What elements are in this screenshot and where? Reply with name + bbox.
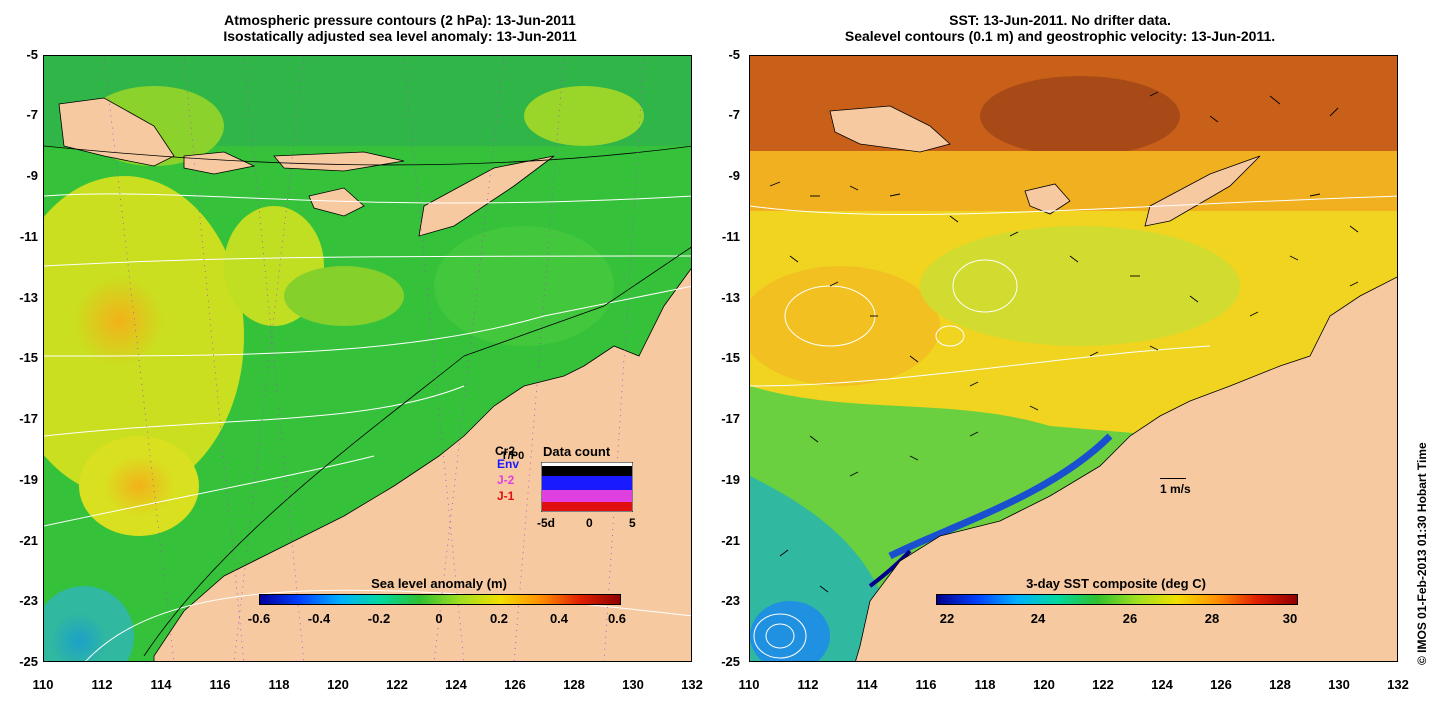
- right-xtick: 110: [738, 677, 760, 692]
- land-timor: [418, 155, 555, 237]
- left-ytick: -23: [19, 593, 38, 608]
- right-xtick: 124: [1151, 677, 1173, 692]
- left-xtick: 114: [150, 677, 172, 692]
- right-title-line1: SST: 13-Jun-2011. No drifter data.: [949, 12, 1171, 28]
- right-ytick: -21: [721, 533, 740, 548]
- right-xtick: 122: [1092, 677, 1114, 692]
- left-cbar-tick-3: 0: [435, 611, 443, 626]
- left-xtick: 130: [622, 677, 644, 692]
- left-cbar-tick-4: 0.2: [489, 611, 509, 626]
- right-ytick: -11: [721, 229, 740, 244]
- land-australia: [153, 268, 691, 661]
- left-title-line1: Atmospheric pressure contours (2 hPa): 1…: [224, 12, 576, 28]
- right-map-svg: [750, 56, 1397, 661]
- right-ytick: -15: [721, 350, 740, 365]
- left-xtick: 132: [681, 677, 703, 692]
- left-xtick: 124: [445, 677, 467, 692]
- right-ytick: -7: [728, 107, 740, 122]
- left-cbar-tick-0: -0.6: [247, 611, 271, 626]
- mission-label-j2: J-2: [497, 473, 515, 487]
- left-ytick: -9: [26, 168, 38, 183]
- right-colorbar-title: 3-day SST composite (deg C): [1026, 576, 1206, 591]
- left-cbar-tick-1: -0.4: [307, 611, 331, 626]
- left-xtick: 112: [91, 677, 113, 692]
- land-australia-right: [855, 276, 1397, 661]
- mission-label-cr2: Cr2: [495, 444, 516, 458]
- mission-label-j1: J-1: [497, 489, 515, 503]
- right-xtick: 116: [915, 677, 937, 692]
- right-ytick: -17: [721, 411, 740, 426]
- right-cbar-tick-2: 26: [1122, 611, 1138, 626]
- right-map[interactable]: [749, 55, 1398, 662]
- left-title: Atmospheric pressure contours (2 hPa): 1…: [110, 12, 690, 44]
- right-xtick: 114: [856, 677, 878, 692]
- left-colorbar-title: Sea level anomaly (m): [371, 576, 507, 591]
- right-ytick: -23: [721, 593, 740, 608]
- land-sumbawa: [183, 151, 256, 175]
- mission-label-tp0: T/P0: [501, 450, 525, 462]
- data-count-tick-1: 0: [586, 516, 593, 530]
- right-xtick: 128: [1269, 677, 1291, 692]
- data-count-title: Data count: [543, 444, 611, 459]
- right-xtick: 118: [974, 677, 996, 692]
- right-cbar-tick-1: 24: [1030, 611, 1046, 626]
- mission-label-env: Env: [497, 457, 520, 471]
- land-sumba-right: [1024, 183, 1071, 215]
- right-ytick: -13: [721, 290, 740, 305]
- left-ytick: -21: [19, 533, 38, 548]
- left-cbar-tick-2: -0.2: [367, 611, 391, 626]
- left-ytick: -19: [19, 472, 38, 487]
- land-sumba: [308, 187, 365, 217]
- left-ytick: -7: [26, 107, 38, 122]
- right-ytick: -25: [721, 654, 740, 669]
- left-map-svg: [44, 56, 691, 661]
- right-xtick: 120: [1033, 677, 1055, 692]
- left-xtick: 122: [386, 677, 408, 692]
- right-cbar-tick-0: 22: [939, 611, 955, 626]
- left-xtick: 118: [268, 677, 290, 692]
- land-flores: [273, 151, 405, 172]
- left-cbar-tick-5: 0.4: [549, 611, 569, 626]
- left-colorbar: [259, 594, 621, 605]
- data-count-tick-0: -5d: [537, 516, 555, 530]
- left-xtick: 126: [504, 677, 526, 692]
- right-xtick: 132: [1387, 677, 1409, 692]
- right-colorbar: [936, 594, 1298, 605]
- left-cbar-tick-6: 0.6: [607, 611, 627, 626]
- land-timor-right: [1144, 155, 1261, 227]
- right-xtick: 126: [1210, 677, 1232, 692]
- data-count-inset: Cr2 T/P0 Env J-2 J-1 Data count -5d 0 5: [495, 444, 645, 532]
- right-xtick: 130: [1328, 677, 1350, 692]
- left-ytick: -15: [19, 350, 38, 365]
- right-xtick: 112: [797, 677, 819, 692]
- credit-text: © IMOS 01-Feb-2013 01:30 Hobart Time: [1415, 442, 1429, 665]
- data-count-tick-2: 5: [629, 516, 636, 530]
- left-ytick: -13: [19, 290, 38, 305]
- land-java: [58, 97, 175, 167]
- velocity-scale-label: 1 m/s: [1160, 482, 1191, 496]
- right-title: SST: 13-Jun-2011. No drifter data. Seale…: [780, 12, 1340, 44]
- left-ytick: -25: [19, 654, 38, 669]
- left-xtick: 116: [209, 677, 231, 692]
- left-xtick: 128: [563, 677, 585, 692]
- left-ytick: -11: [19, 229, 38, 244]
- data-count-bars: [541, 462, 633, 512]
- left-ytick: -17: [19, 411, 38, 426]
- left-title-line2: Isostatically adjusted sea level anomaly…: [223, 28, 577, 44]
- velocity-scale: 1 m/s: [1160, 476, 1220, 500]
- left-map[interactable]: [43, 55, 692, 662]
- right-ytick: -19: [721, 472, 740, 487]
- right-cbar-tick-3: 28: [1204, 611, 1220, 626]
- left-ytick: -5: [26, 47, 38, 62]
- right-ytick: -5: [728, 47, 740, 62]
- velocity-arrow-icon: [1160, 478, 1186, 479]
- right-title-line2: Sealevel contours (0.1 m) and geostrophi…: [844, 28, 1276, 44]
- left-xtick: 120: [327, 677, 349, 692]
- right-ytick: -9: [728, 168, 740, 183]
- left-xtick: 110: [32, 677, 54, 692]
- land-java-right: [829, 105, 951, 153]
- right-cbar-tick-4: 30: [1282, 611, 1298, 626]
